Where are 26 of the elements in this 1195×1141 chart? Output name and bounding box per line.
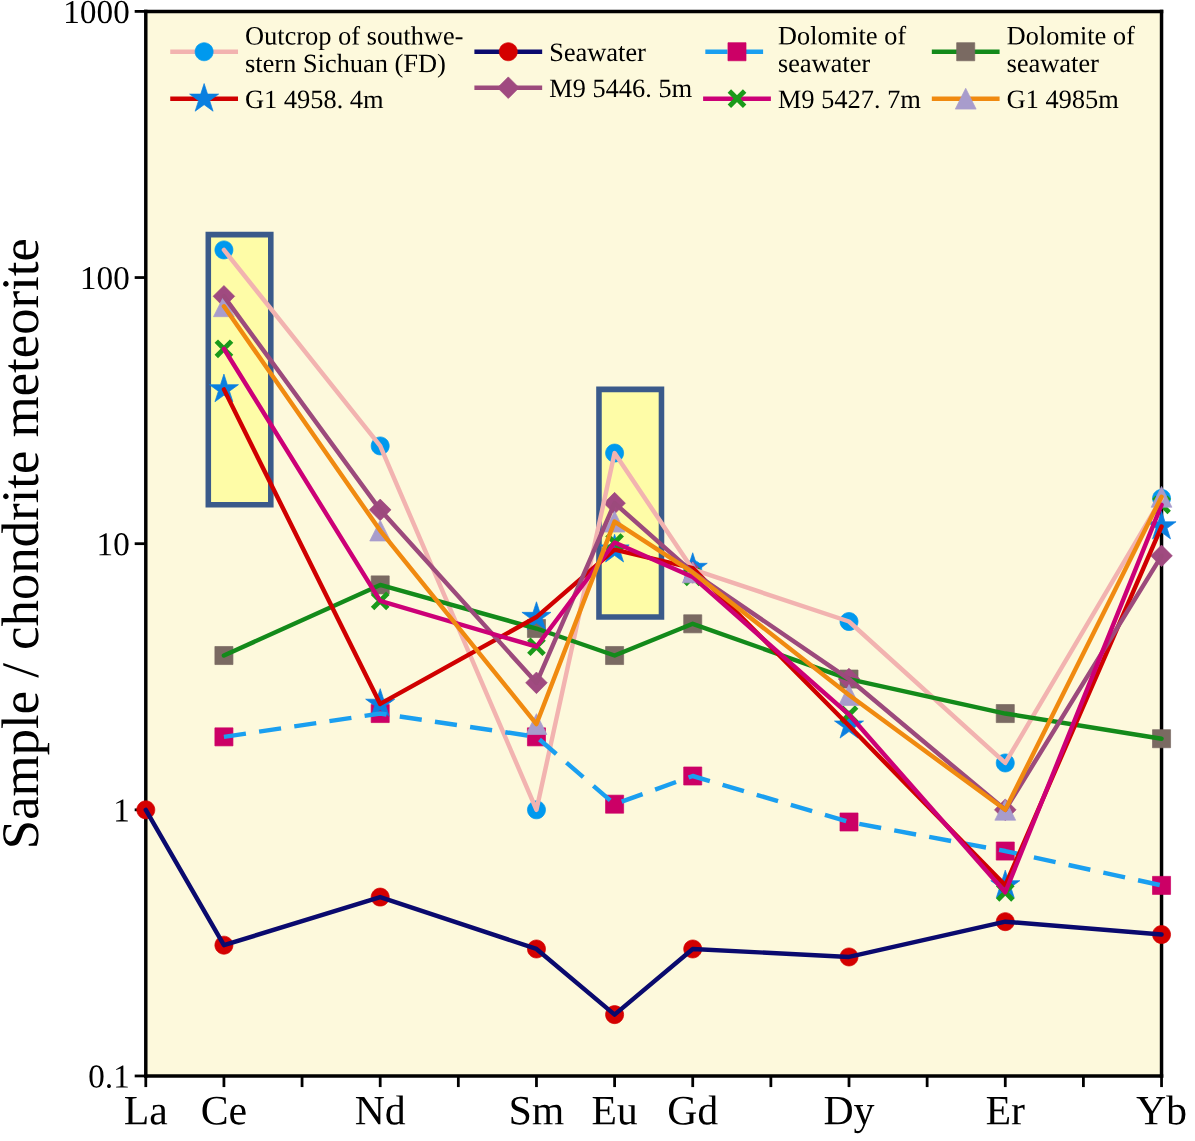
legend-label: Seawater (550, 43, 646, 62)
x-tick-label: Sm (511, 1096, 564, 1125)
x-tick-label: Nd (355, 1095, 406, 1125)
y-tick-label: 0.1 (89, 1065, 128, 1088)
x-tick-label: Eu (592, 1097, 638, 1125)
point (839, 812, 859, 832)
legend-label: Dolomite of seawater (778, 25, 907, 73)
legend-label: G1 4985m (1007, 90, 1119, 109)
x-tick-label: Er (986, 1097, 1025, 1125)
y-tick-label: 100 (82, 266, 129, 290)
point (1152, 876, 1171, 895)
legend-label: M9 5427. 7m (778, 90, 921, 109)
x-tick-label: La (125, 1097, 168, 1125)
y-tick-label: 1000 (66, 0, 129, 24)
legend-label: M9 5446. 5m (549, 79, 692, 98)
legend-label: G1 4958. 4m (246, 90, 384, 109)
y-tick-label: 1 (116, 799, 128, 822)
x-tick-label: Ce (202, 1096, 246, 1125)
x-tick-label: Gd (668, 1095, 718, 1125)
y-axis-title: Sample / chondrite meteorite (1, 239, 50, 846)
y-tick-label: 10 (99, 533, 129, 556)
legend-label: Dolomite of seawater (1007, 25, 1135, 73)
point (1150, 544, 1173, 568)
legend-label: Outcrop of southwe- stern Sichuan (FD) (246, 25, 463, 78)
x-tick-label: Dy (824, 1096, 875, 1134)
x-tick-label: Yb (1136, 1095, 1186, 1125)
